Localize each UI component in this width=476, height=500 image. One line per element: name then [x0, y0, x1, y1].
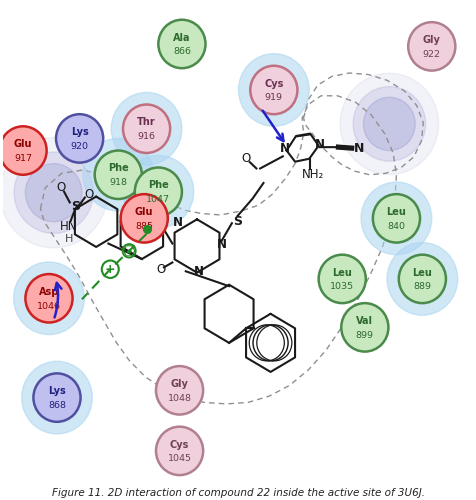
Text: 916: 916	[137, 132, 155, 141]
Text: Figure 11. 2D interaction of compound 22 inside the active site of 3U6J.: Figure 11. 2D interaction of compound 22…	[52, 488, 424, 498]
Circle shape	[339, 74, 438, 174]
Circle shape	[135, 168, 181, 216]
Circle shape	[398, 254, 445, 303]
Text: 866: 866	[173, 47, 190, 56]
Text: 1045: 1045	[167, 454, 191, 463]
Text: Cys: Cys	[264, 78, 283, 88]
Circle shape	[156, 366, 203, 414]
Circle shape	[0, 138, 107, 248]
Text: N: N	[353, 142, 363, 154]
Circle shape	[372, 194, 419, 242]
Text: Phe: Phe	[148, 180, 169, 190]
Text: Phe: Phe	[108, 164, 129, 173]
Circle shape	[156, 426, 203, 475]
Text: Val: Val	[356, 316, 373, 326]
Text: Leu: Leu	[412, 268, 431, 278]
Text: O: O	[84, 188, 93, 200]
Circle shape	[120, 194, 168, 242]
Circle shape	[318, 254, 365, 303]
Circle shape	[95, 150, 141, 199]
Circle shape	[25, 164, 82, 222]
Text: +: +	[105, 262, 115, 276]
Circle shape	[363, 97, 415, 150]
Text: 840: 840	[387, 222, 405, 230]
Text: 920: 920	[70, 142, 89, 150]
Text: Ala: Ala	[173, 32, 190, 42]
Text: Lys: Lys	[48, 386, 66, 396]
Circle shape	[21, 362, 92, 434]
Text: 1048: 1048	[167, 394, 191, 402]
Text: S: S	[71, 200, 80, 212]
Text: 922: 922	[422, 50, 440, 58]
Text: 919: 919	[264, 93, 282, 102]
Text: 889: 889	[413, 282, 430, 291]
Circle shape	[0, 126, 47, 175]
Circle shape	[238, 54, 308, 127]
Text: 1046: 1046	[37, 302, 61, 310]
Circle shape	[386, 242, 457, 315]
Text: 885: 885	[135, 222, 153, 230]
Text: O: O	[156, 264, 165, 276]
Circle shape	[14, 152, 93, 234]
Circle shape	[56, 114, 103, 162]
Text: O: O	[57, 182, 66, 194]
Text: H: H	[64, 234, 73, 244]
Circle shape	[407, 22, 455, 70]
Text: 1035: 1035	[329, 282, 354, 291]
Text: N: N	[314, 138, 324, 151]
Circle shape	[158, 20, 205, 68]
Circle shape	[340, 303, 387, 352]
Text: Asp: Asp	[39, 287, 59, 297]
Text: O: O	[241, 152, 250, 166]
Text: Thr: Thr	[137, 118, 156, 128]
Text: 899: 899	[355, 330, 373, 340]
Circle shape	[123, 156, 193, 228]
Text: Gly: Gly	[422, 35, 440, 45]
Text: Glu: Glu	[14, 139, 32, 149]
Text: HN: HN	[60, 220, 78, 233]
Circle shape	[123, 104, 170, 153]
Text: 917: 917	[14, 154, 32, 163]
Text: N: N	[194, 265, 204, 278]
Text: 1047: 1047	[146, 195, 170, 204]
Text: 868: 868	[48, 401, 66, 410]
Text: Lys: Lys	[70, 127, 89, 137]
Text: Gly: Gly	[170, 379, 188, 389]
Circle shape	[25, 274, 72, 322]
Circle shape	[250, 66, 297, 114]
Text: S: S	[233, 215, 241, 228]
Text: 918: 918	[109, 178, 127, 187]
Text: Leu: Leu	[386, 207, 406, 217]
Text: NH₂: NH₂	[301, 168, 323, 181]
Circle shape	[33, 374, 80, 422]
Text: Leu: Leu	[332, 268, 351, 278]
Text: N: N	[279, 142, 289, 154]
Circle shape	[352, 86, 425, 161]
Text: N: N	[216, 238, 226, 250]
Circle shape	[360, 182, 431, 254]
Circle shape	[111, 92, 181, 165]
Text: Cys: Cys	[169, 440, 189, 450]
Circle shape	[14, 262, 84, 334]
Circle shape	[83, 138, 153, 211]
Text: Glu: Glu	[135, 207, 153, 217]
Text: N: N	[173, 216, 182, 229]
